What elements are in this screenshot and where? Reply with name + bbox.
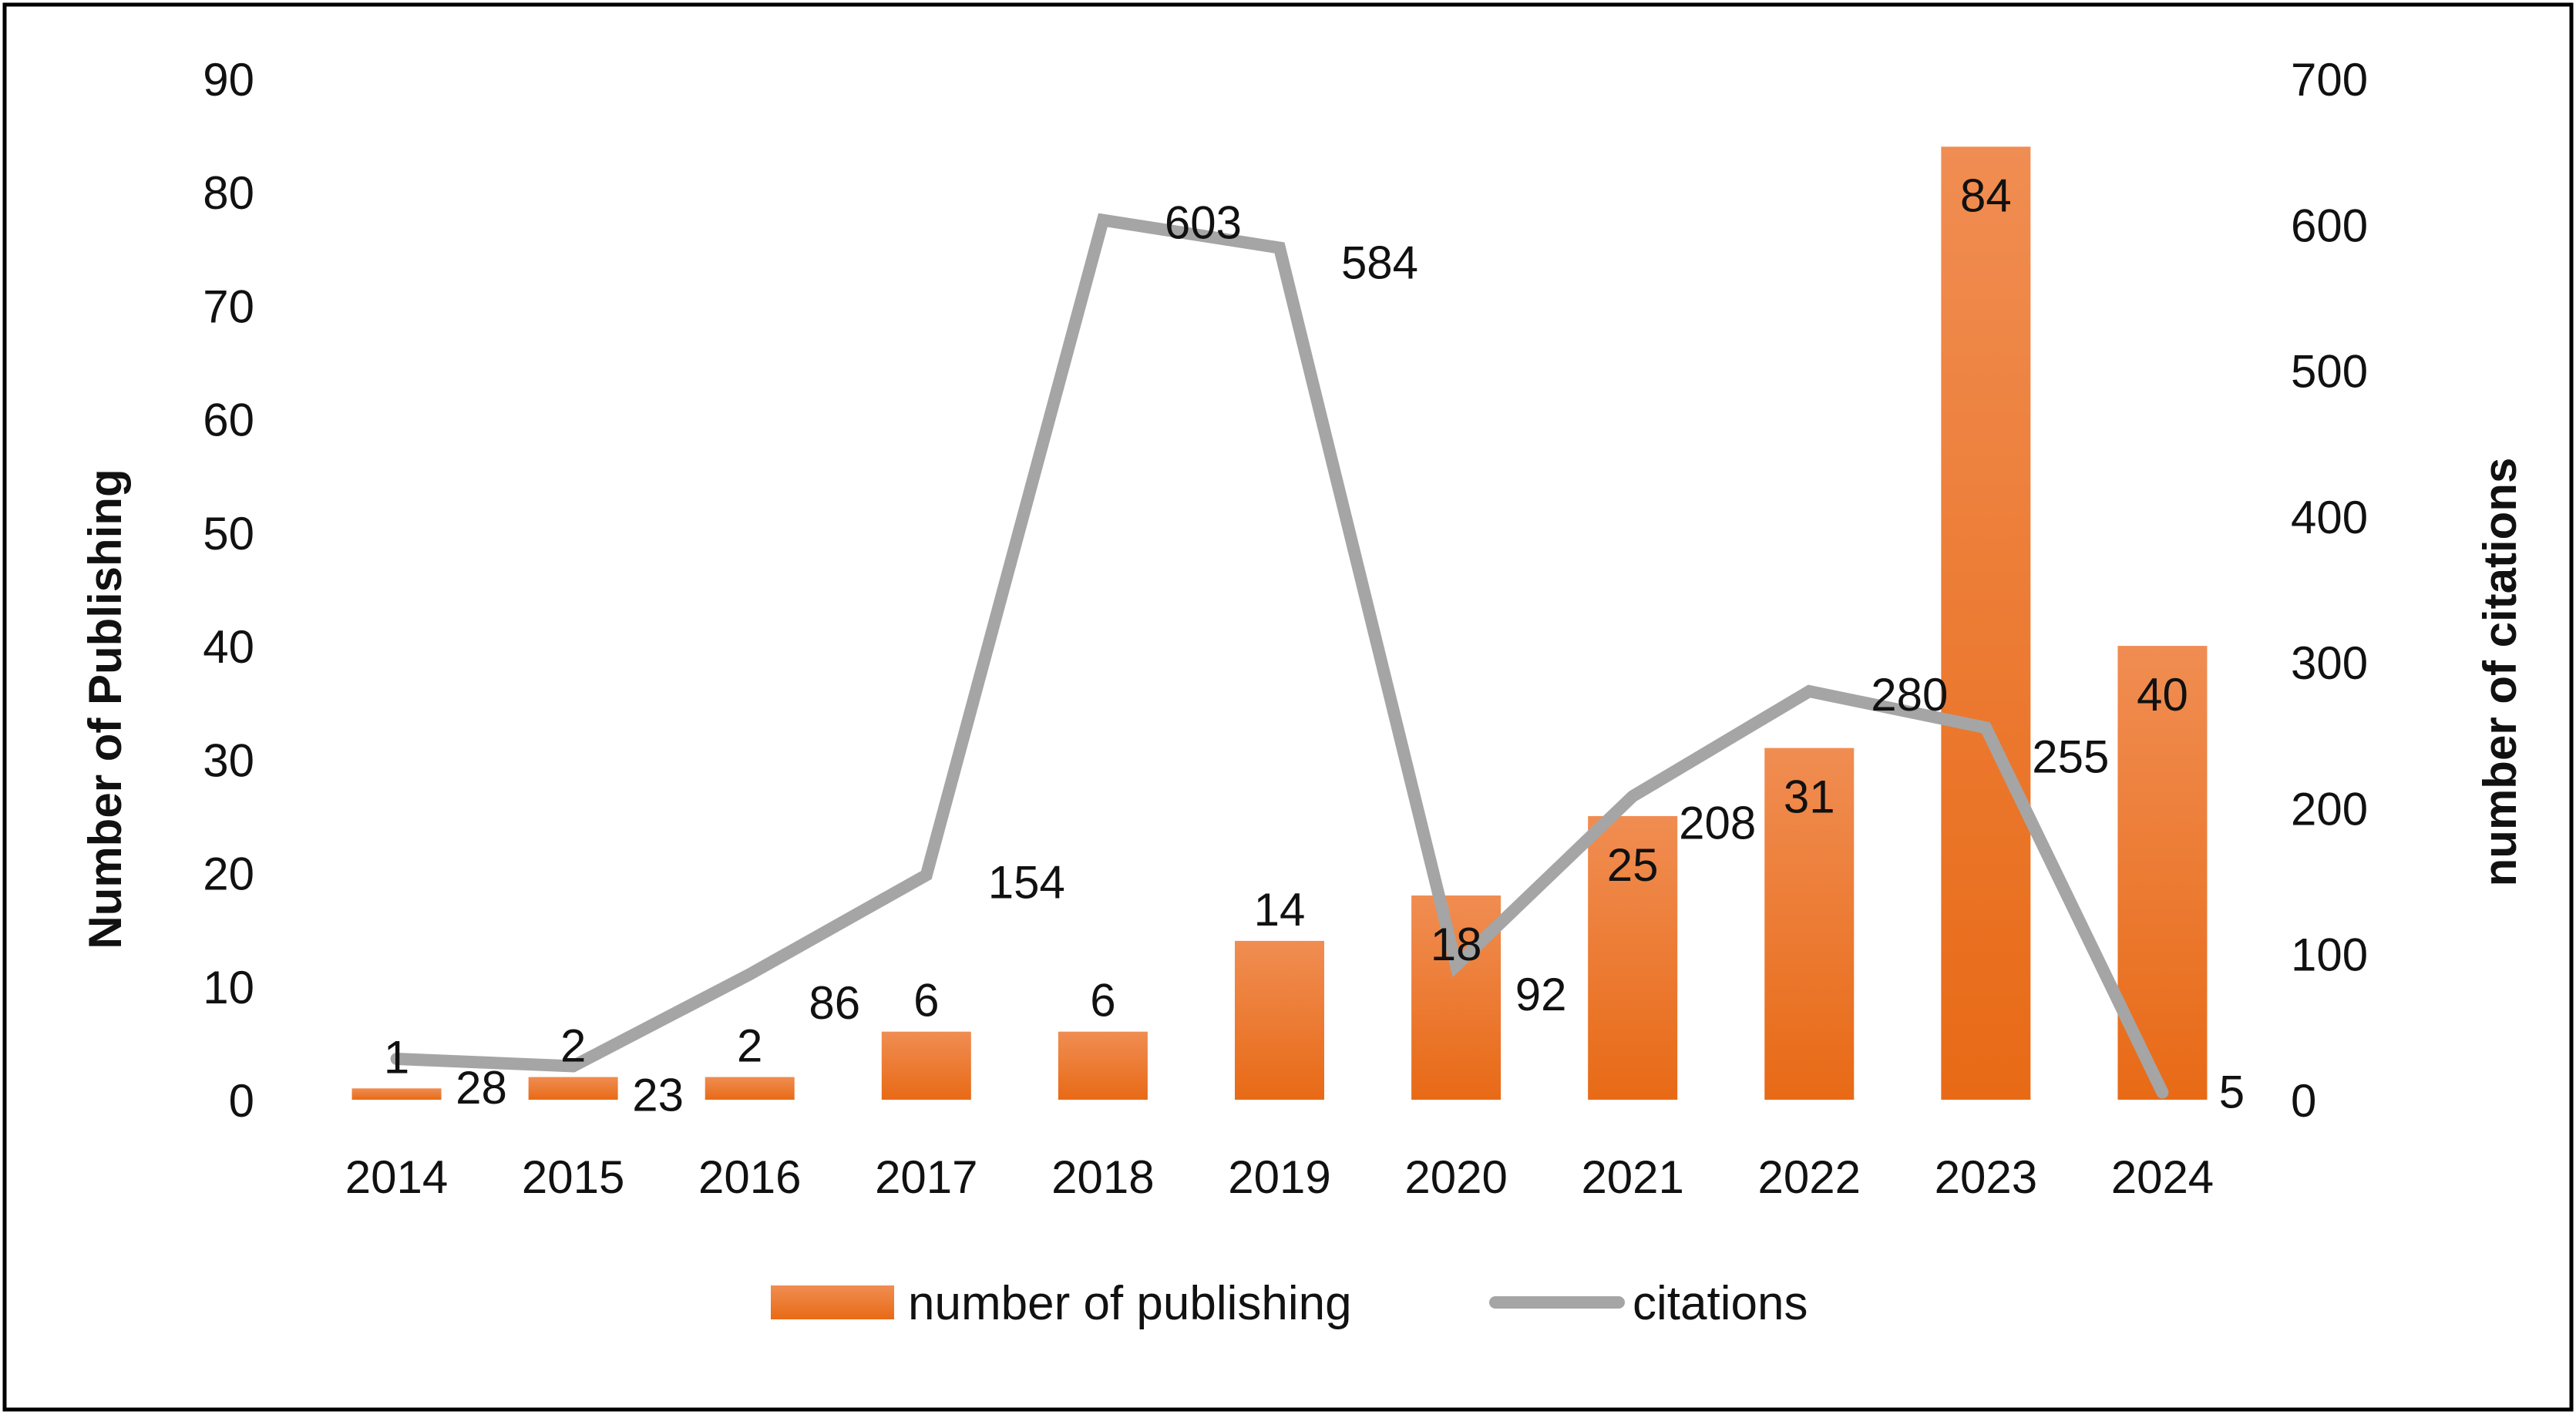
citation-label-2017: 154 [988, 857, 1065, 909]
x-tick-2022: 2022 [1758, 1151, 1861, 1203]
bar-label-2021: 25 [1607, 839, 1659, 891]
bar-label-2023: 84 [1960, 170, 2012, 221]
right-tick-300: 300 [2291, 637, 2368, 689]
right-tick-100: 100 [2291, 929, 2368, 981]
left-tick-10: 10 [203, 962, 254, 1013]
right-tick-0: 0 [2291, 1075, 2316, 1127]
bar-2019 [1235, 941, 1324, 1100]
right-tick-400: 400 [2291, 492, 2368, 543]
x-tick-2014: 2014 [345, 1151, 448, 1203]
citation-label-2023: 255 [2032, 731, 2109, 782]
left-tick-30: 30 [203, 734, 254, 786]
x-tick-2018: 2018 [1051, 1151, 1154, 1203]
citation-label-2016: 86 [809, 977, 860, 1029]
left-tick-80: 80 [203, 167, 254, 219]
bar-label-2016: 2 [737, 1020, 762, 1072]
legend-line-label: citations [1633, 1277, 1808, 1330]
bar-label-2018: 6 [1090, 975, 1115, 1027]
left-tick-90: 90 [203, 54, 254, 106]
bar-label-2019: 14 [1254, 884, 1306, 936]
bar-2015 [529, 1077, 618, 1100]
x-tick-2023: 2023 [1935, 1151, 2037, 1203]
x-tick-2021: 2021 [1581, 1151, 1683, 1203]
right-tick-600: 600 [2291, 200, 2368, 251]
left-tick-70: 70 [203, 281, 254, 332]
citation-label-2024: 5 [2219, 1067, 2245, 1118]
citation-label-2019: 584 [1341, 237, 1418, 289]
bar-label-2015: 2 [560, 1020, 586, 1072]
x-tick-2024: 2024 [2111, 1151, 2214, 1203]
bar-2016 [705, 1077, 795, 1100]
x-tick-2020: 2020 [1404, 1151, 1507, 1203]
x-tick-2016: 2016 [698, 1151, 801, 1203]
x-tick-2019: 2019 [1228, 1151, 1330, 1203]
left-tick-40: 40 [203, 621, 254, 673]
citation-label-2018: 603 [1165, 197, 1242, 249]
bar-label-2022: 31 [1784, 771, 1835, 823]
left-axis-title: Number of Publishing [79, 469, 131, 949]
citation-label-2022: 280 [1871, 669, 1948, 721]
bar-label-2024: 40 [2137, 669, 2188, 721]
bar-label-2020: 18 [1431, 919, 1482, 970]
legend-bar-swatch [771, 1285, 894, 1319]
bar-2018 [1058, 1032, 1148, 1100]
right-tick-500: 500 [2291, 346, 2368, 398]
bar-2017 [882, 1032, 971, 1100]
citation-label-2020: 92 [1515, 969, 1567, 1020]
citation-label-2014: 28 [456, 1062, 507, 1114]
left-tick-50: 50 [203, 508, 254, 559]
bar-label-2014: 1 [384, 1031, 409, 1083]
legend: number of publishing citations [771, 1277, 1808, 1330]
x-tick-2017: 2017 [875, 1151, 977, 1203]
citation-label-2015: 23 [632, 1069, 684, 1121]
right-tick-700: 700 [2291, 54, 2368, 106]
left-tick-60: 60 [203, 395, 254, 446]
citation-label-2021: 208 [1679, 797, 1756, 848]
bar-label-2017: 6 [913, 975, 939, 1027]
right-axis-title: number of citations [2474, 458, 2526, 887]
bar-2014 [352, 1088, 442, 1100]
left-tick-0: 0 [229, 1075, 254, 1127]
left-tick-20: 20 [203, 848, 254, 900]
right-tick-200: 200 [2291, 783, 2368, 835]
x-tick-2015: 2015 [522, 1151, 624, 1203]
legend-bar-label: number of publishing [908, 1277, 1352, 1330]
bar-2023 [1941, 146, 2030, 1100]
